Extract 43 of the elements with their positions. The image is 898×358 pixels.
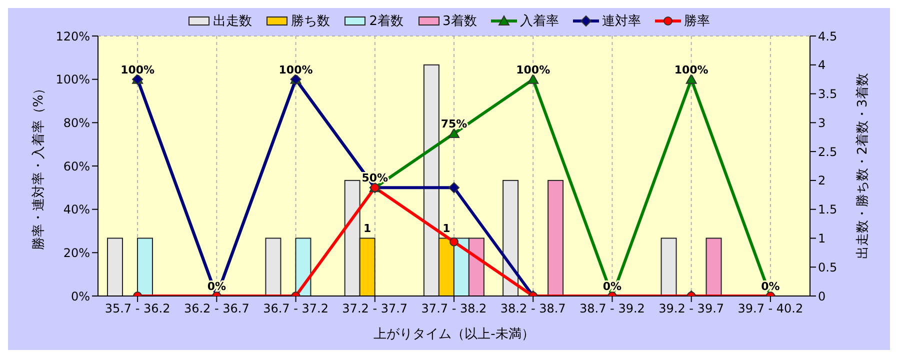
y-tick-label: 60% [63, 159, 90, 174]
y2-tick-label: 0.5 [818, 260, 838, 274]
x-tick-label: 39.7 - 40.2 [738, 302, 804, 316]
x-tick-label: 38.7 - 39.2 [580, 302, 645, 316]
x-tick-label: 38.2 - 38.7 [500, 302, 566, 316]
y2-axis-title: 出走数・勝ち数・2着数・3着数 [854, 73, 871, 259]
y2-tick-label: 3.5 [818, 87, 838, 102]
y2-tick-label: 1.5 [818, 202, 838, 217]
legend-label: 勝ち数 [291, 13, 330, 30]
x-tick-label: 36.2 - 36.7 [184, 302, 250, 316]
data-label: 100% [120, 63, 155, 76]
x-tick-label: 37.2 - 37.7 [342, 302, 408, 316]
y-tick-label: 80% [63, 116, 90, 130]
y-tick-label: 40% [63, 202, 90, 217]
legend-label: 勝率 [684, 13, 710, 30]
y2-tick-label: 3 [818, 116, 826, 130]
x-tick-label: 35.7 - 36.2 [104, 302, 170, 316]
x-tick-label: 39.2 - 39.7 [658, 302, 724, 316]
y2-tick-label: 4 [818, 58, 826, 72]
x-tick-label: 37.7 - 38.2 [421, 302, 487, 316]
legend-label: 入着率 [520, 13, 559, 30]
y2-tick-label: 4.5 [818, 29, 838, 44]
data-label: 100% [516, 63, 550, 76]
y-tick-label: 100% [56, 72, 90, 87]
legend-label: 2着数 [369, 13, 404, 30]
y-tick-label: 20% [63, 246, 90, 260]
x-axis-title: 上がりタイム（以上-未満） [374, 327, 534, 342]
legend-label: 出走数 [213, 13, 252, 30]
y2-tick-label: 2.5 [818, 144, 838, 159]
data-label: 1 [364, 222, 372, 236]
y2-tick-label: 1 [818, 231, 826, 246]
y-tick-label: 120% [56, 29, 90, 44]
y-tick-label: 0% [70, 289, 90, 304]
x-tick-label: 36.7 - 37.2 [263, 302, 328, 316]
y-axis-title: 勝率・連対率・入着率（%） [30, 82, 47, 250]
y2-tick-label: 0 [818, 289, 826, 304]
legend-label: 3着数 [442, 13, 477, 30]
y2-tick-label: 2 [818, 174, 826, 188]
data-label: 75% [440, 118, 468, 130]
data-label: 100% [674, 63, 708, 76]
data-label: 100% [278, 63, 313, 76]
data-label: 1 [442, 222, 450, 236]
legend-label: 連対率 [602, 13, 641, 30]
